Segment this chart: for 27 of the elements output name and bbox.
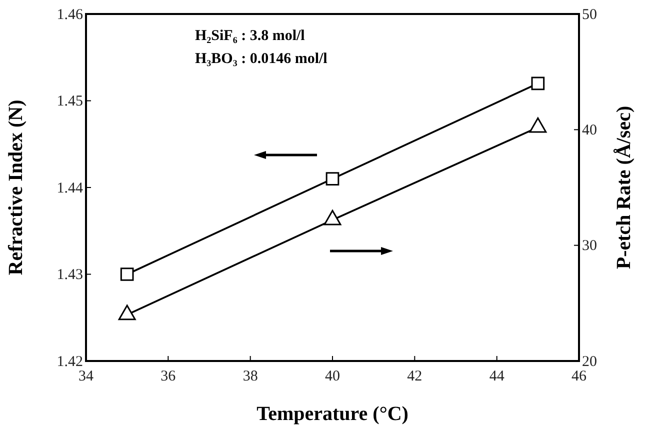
point xyxy=(118,304,136,320)
y-tick-label: 1.42 xyxy=(56,354,83,370)
point xyxy=(531,76,545,90)
y-tick-label: 1.43 xyxy=(56,267,83,284)
x-tick-label: 42 xyxy=(407,368,422,384)
y2-tick-label: 30 xyxy=(582,238,597,254)
annotation: H₃BO₃ : 0.0146 mol/l xyxy=(195,51,328,67)
x-tick-label: 40 xyxy=(325,368,340,384)
y2-tick-label: 20 xyxy=(582,354,597,370)
point xyxy=(326,172,340,186)
point xyxy=(324,210,342,226)
y-tick-label: 1.44 xyxy=(56,180,84,196)
x-tick-label: 46 xyxy=(572,368,587,384)
y2-tick-label: 40 xyxy=(582,122,597,138)
x-tick-label: 34 xyxy=(78,368,94,384)
y-axis-title: Refractive Index (N) xyxy=(5,100,27,276)
point xyxy=(529,117,547,133)
annotation: H₂SiF₆ : 3.8 mol/l xyxy=(195,28,305,44)
y-tick-label: 1.45 xyxy=(56,94,83,110)
y2-axis-title: P-etch Rate (Å/sec) xyxy=(613,106,635,270)
x-tick-label: 38 xyxy=(242,368,258,384)
y-tick-label: 1.46 xyxy=(56,6,84,23)
x-tick-label: 36 xyxy=(160,368,176,384)
x-axis-title: Temperature (°C) xyxy=(256,403,408,425)
point xyxy=(120,268,134,281)
y2-tick-label: 50 xyxy=(582,6,597,23)
x-tick-label: 44 xyxy=(489,368,505,384)
